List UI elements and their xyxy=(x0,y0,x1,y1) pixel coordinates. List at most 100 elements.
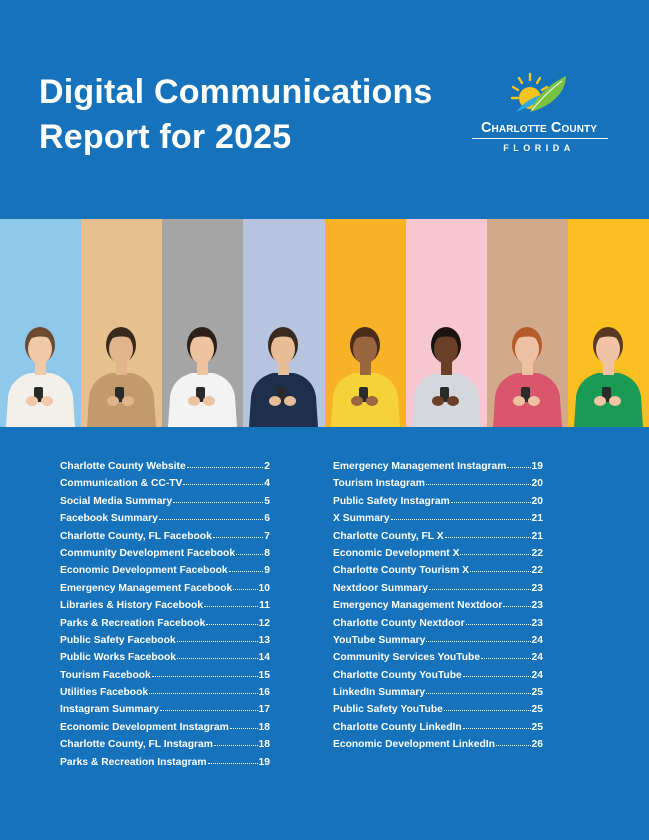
toc-dot-leader xyxy=(213,745,258,747)
toc-dot-leader xyxy=(443,710,531,712)
photo-panel xyxy=(0,219,82,427)
toc-entry[interactable]: Community Services YouTube 24 xyxy=(333,649,543,666)
toc-dot-leader xyxy=(425,484,531,486)
person-with-phone-icon xyxy=(330,327,400,427)
toc-entry-page: 19 xyxy=(258,756,270,768)
toc-entry-page: 11 xyxy=(259,600,270,612)
toc-entry-page: 20 xyxy=(531,478,543,490)
toc-entry-label: Charlotte County, FL Instagram xyxy=(60,739,213,751)
logo-county-name: Charlotte County xyxy=(480,120,597,136)
toc-dot-leader xyxy=(450,501,531,503)
toc-entry-page: 9 xyxy=(264,565,270,577)
toc-dot-leader xyxy=(426,640,531,642)
toc-entry[interactable]: Charlotte County Website 2 xyxy=(60,458,270,475)
toc-entry-label: Nextdoor Summary xyxy=(333,582,428,594)
toc-entry-label: Charlotte County Tourism X xyxy=(333,565,469,577)
toc-entry[interactable]: Community Development Facebook 8 xyxy=(60,545,270,562)
toc-dot-leader xyxy=(176,658,258,660)
toc-entry[interactable]: Tourism Facebook 15 xyxy=(60,667,270,684)
toc-entry[interactable]: Nextdoor Summary 23 xyxy=(333,580,543,597)
toc-entry-label: Tourism Facebook xyxy=(60,669,151,681)
toc-dot-leader xyxy=(206,623,258,625)
toc-entry[interactable]: Tourism Instagram 20 xyxy=(333,475,543,492)
toc-entry[interactable]: Charlotte County YouTube 24 xyxy=(333,667,543,684)
toc-entry-label: Parks & Recreation Facebook xyxy=(60,617,206,629)
toc-entry-page: 25 xyxy=(531,704,543,716)
toc-entry[interactable]: Emergency Management Nextdoor 23 xyxy=(333,597,543,614)
person-with-phone-icon xyxy=(6,327,75,427)
photo-panel xyxy=(567,219,649,427)
toc-entry[interactable]: Charlotte County, FL Instagram 18 xyxy=(60,736,270,753)
toc-entry[interactable]: Communication & CC-TV 4 xyxy=(60,475,270,492)
toc-entry[interactable]: Instagram Summary 17 xyxy=(60,701,270,718)
toc-entry[interactable]: Charlotte County Tourism X 22 xyxy=(333,562,543,579)
logo-divider xyxy=(472,138,608,139)
toc-entry-page: 22 xyxy=(531,565,543,577)
photo-panel xyxy=(324,219,406,427)
toc-entry[interactable]: Public Safety Facebook 13 xyxy=(60,632,270,649)
toc-dot-leader xyxy=(426,693,531,695)
toc-entry-label: X Summary xyxy=(333,513,390,525)
toc-entry-page: 5 xyxy=(264,495,270,507)
report-title: Digital Communications Report for 2025 xyxy=(39,70,433,160)
toc-entry[interactable]: Economic Development X 22 xyxy=(333,545,543,562)
toc-entry[interactable]: Charlotte County LinkedIn 25 xyxy=(333,719,543,736)
toc-entry[interactable]: Economic Development LinkedIn 26 xyxy=(333,736,543,753)
toc-entry-page: 21 xyxy=(531,530,543,542)
toc-entry[interactable]: Emergency Management Facebook 10 xyxy=(60,580,270,597)
toc-dot-leader xyxy=(495,745,531,747)
sun-leaf-logo-icon xyxy=(510,72,566,112)
toc-entry-page: 2 xyxy=(264,461,270,472)
toc-entry[interactable]: Utilities Facebook 16 xyxy=(60,684,270,701)
toc-entry[interactable]: Facebook Summary 6 xyxy=(60,510,270,527)
toc-dot-leader xyxy=(465,623,531,625)
toc-entry-label: Charlotte County YouTube xyxy=(333,669,462,681)
toc-dot-leader xyxy=(160,710,258,712)
toc-entry-label: Communication & CC-TV xyxy=(60,478,183,490)
toc-entry-label: Economic Development Facebook xyxy=(60,565,228,577)
toc-dot-leader xyxy=(228,571,264,573)
toc-entry-page: 24 xyxy=(531,652,543,664)
toc-entry[interactable]: X Summary 21 xyxy=(333,510,543,527)
toc-entry-page: 19 xyxy=(531,461,543,472)
toc-entry[interactable]: Parks & Recreation Facebook 12 xyxy=(60,615,270,632)
toc-dot-leader xyxy=(507,467,531,468)
toc-entry-label: Instagram Summary xyxy=(60,704,160,716)
toc-entry[interactable]: Parks & Recreation Instagram 19 xyxy=(60,754,270,771)
toc-entry[interactable]: Libraries & History Facebook 11 xyxy=(60,597,270,614)
photo-panel xyxy=(162,219,244,427)
toc-entry-label: Community Development Facebook xyxy=(60,547,236,559)
report-title-line-1: Digital Communications xyxy=(39,73,433,111)
toc-entry-label: Charlotte County Nextdoor xyxy=(333,617,465,629)
toc-entry-label: Public Works Facebook xyxy=(60,652,176,664)
toc-entry[interactable]: Charlotte County Nextdoor 23 xyxy=(333,615,543,632)
toc-entry-label: Economic Development Instagram xyxy=(60,721,229,733)
toc-dot-leader xyxy=(183,484,264,486)
photo-panel xyxy=(81,219,163,427)
photo-panel xyxy=(243,219,325,427)
toc-entry-page: 6 xyxy=(264,513,270,525)
toc-entry-page: 12 xyxy=(258,617,270,629)
toc-entry[interactable]: YouTube Summary 24 xyxy=(333,632,543,649)
toc-entry[interactable]: LinkedIn Summary 25 xyxy=(333,684,543,701)
toc-entry[interactable]: Charlotte County, FL X 21 xyxy=(333,528,543,545)
toc-entry[interactable]: Public Safety Instagram 20 xyxy=(333,493,543,510)
toc-entry[interactable]: Charlotte County, FL Facebook 7 xyxy=(60,528,270,545)
toc-entry[interactable]: Public Works Facebook 14 xyxy=(60,649,270,666)
toc-dot-leader xyxy=(460,553,531,555)
toc-entry-page: 8 xyxy=(264,547,270,559)
toc-entry[interactable]: Social Media Summary 5 xyxy=(60,493,270,510)
person-with-phone-icon xyxy=(249,327,319,427)
toc-dot-leader xyxy=(229,727,258,729)
toc-entry-page: 13 xyxy=(258,634,270,646)
toc-dot-leader xyxy=(176,640,258,642)
toc-dot-leader xyxy=(207,762,258,764)
toc-entry-page: 4 xyxy=(264,478,270,490)
toc-entry[interactable]: Economic Development Instagram 18 xyxy=(60,719,270,736)
toc-entry[interactable]: Emergency Management Instagram 19 xyxy=(333,458,543,475)
toc-dot-leader xyxy=(204,606,259,608)
toc-dot-leader xyxy=(390,519,531,521)
toc-entry[interactable]: Economic Development Facebook 9 xyxy=(60,562,270,579)
toc-entry[interactable]: Public Safety YouTube 25 xyxy=(333,701,543,718)
toc-entry-label: Economic Development LinkedIn xyxy=(333,739,495,751)
